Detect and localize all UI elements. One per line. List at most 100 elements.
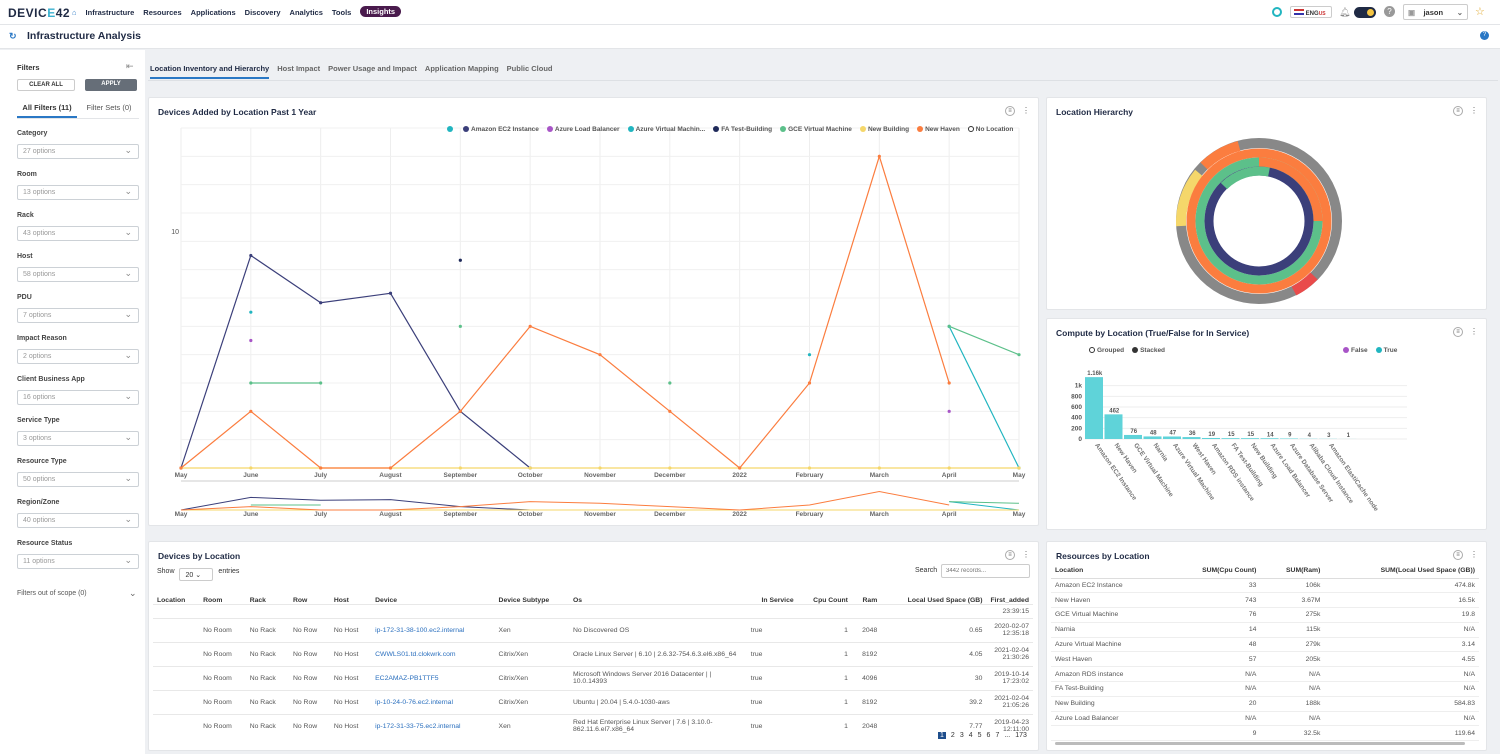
sunburst-segment[interactable] — [1258, 157, 1323, 222]
data-point[interactable] — [807, 353, 812, 357]
legend-item[interactable]: New Haven — [917, 126, 960, 133]
column-header[interactable]: Device Subtype — [498, 596, 550, 604]
legend-item[interactable]: Azure Load Balancer — [546, 126, 620, 133]
bar[interactable] — [1124, 434, 1142, 439]
horizontal-scrollbar[interactable] — [1055, 742, 1465, 745]
data-point[interactable] — [319, 466, 323, 470]
series-line[interactable] — [180, 254, 531, 469]
column-header[interactable]: Ram — [862, 596, 878, 604]
page-link[interactable]: 2 — [950, 732, 955, 739]
apply-button[interactable]: APPLY — [85, 79, 137, 91]
filter-select[interactable]: 7 options — [17, 308, 139, 323]
nav-discovery[interactable]: Discovery — [244, 8, 281, 17]
device-link[interactable]: EC2AMAZ-PB1TTF5 — [371, 665, 495, 690]
filter-select[interactable]: 50 options — [17, 472, 139, 487]
nav-resources[interactable]: Resources — [143, 8, 182, 17]
table-row[interactable]: No Room No Rack No Row No Host ip-10-24-0-76… — [153, 689, 1033, 714]
device-link[interactable]: CWWLS01.td.clokwrk.com — [371, 641, 495, 666]
column-header[interactable]: Cpu Count — [813, 596, 848, 604]
bar[interactable] — [1260, 438, 1279, 439]
legend-item[interactable]: FA Test-Building — [713, 126, 772, 133]
data-point[interactable] — [1017, 466, 1021, 470]
nav-applications[interactable]: Applications — [190, 8, 236, 17]
tab-power-usage[interactable]: Power Usage and Impact — [328, 64, 417, 73]
series-line[interactable] — [948, 326, 1020, 469]
nav-analytics[interactable]: Analytics — [289, 8, 323, 17]
page-link[interactable]: 173 — [1015, 732, 1027, 739]
data-point[interactable] — [947, 409, 951, 413]
table-row[interactable]: FA Test-Building N/A N/A N/A — [1051, 681, 1479, 697]
data-point[interactable] — [458, 324, 462, 328]
table-row[interactable]: Amazon EC2 Instance 33 106k 474.8k — [1051, 578, 1479, 594]
tab-filter-sets[interactable]: Filter Sets (0) — [86, 103, 132, 112]
device-link[interactable]: ip-10-24-0-76.ec2.internal — [371, 689, 495, 714]
sunburst-segment[interactable] — [1200, 141, 1241, 170]
device-link[interactable]: ip-172-31-38-100.ec2.internal — [371, 617, 495, 642]
bar[interactable] — [1202, 437, 1220, 439]
bar[interactable] — [1182, 437, 1201, 439]
legend-item[interactable]: Amazon EC2 Instance — [463, 126, 539, 133]
data-point[interactable] — [458, 409, 462, 413]
data-point[interactable] — [319, 381, 323, 385]
bar[interactable] — [1241, 438, 1259, 439]
column-header[interactable]: Row — [292, 596, 308, 604]
table-row[interactable]: New Haven 743 3.67M 16.5k — [1051, 592, 1479, 609]
clear-all-button[interactable]: CLEAR ALL — [17, 79, 75, 91]
column-header[interactable]: Room — [203, 596, 223, 604]
filter-select[interactable]: 40 options — [17, 513, 139, 528]
column-header[interactable]: First_added — [990, 596, 1029, 604]
theme-toggle[interactable] — [1354, 7, 1376, 18]
bell-icon[interactable]: 🔔︎ — [1339, 7, 1351, 17]
data-point[interactable] — [388, 466, 393, 470]
nav-infrastructure[interactable]: Infrastructure — [85, 8, 135, 17]
table-row[interactable]: No Room No Rack No Row No Host EC2AMAZ-PB1TT… — [153, 665, 1033, 690]
bar[interactable] — [1221, 438, 1240, 439]
tab-public-cloud[interactable]: Public Cloud — [506, 64, 553, 73]
data-point[interactable] — [249, 338, 253, 343]
data-point[interactable] — [249, 466, 253, 470]
page-link[interactable]: 1 — [938, 732, 946, 739]
data-point[interactable] — [1017, 353, 1021, 357]
page-link[interactable]: 3 — [959, 732, 964, 739]
data-point[interactable] — [458, 466, 462, 470]
legend-item[interactable]: Azure Virtual Machin... — [627, 126, 705, 133]
filter-select[interactable]: 11 options — [17, 554, 139, 569]
data-point[interactable] — [947, 381, 951, 385]
language-selector[interactable]: ENGUS — [1290, 6, 1332, 18]
device-link[interactable] — [371, 603, 495, 618]
data-point[interactable] — [668, 466, 672, 470]
table-row[interactable]: West Haven 57 205k 4.55 — [1051, 651, 1479, 668]
tab-host-impact[interactable]: Host Impact — [277, 64, 321, 73]
device42-logo[interactable]: DEVICE42 — [8, 6, 71, 20]
data-point[interactable] — [249, 381, 253, 385]
column-header[interactable]: Device — [375, 596, 398, 604]
data-point[interactable] — [738, 466, 742, 470]
filter-select[interactable]: 2 options — [17, 349, 139, 364]
filter-icon[interactable]: ≡ — [1005, 106, 1015, 116]
user-menu[interactable]: ▣ jason ⌄ — [1403, 4, 1468, 20]
chevron-down-icon[interactable]: ⌄ — [129, 588, 137, 598]
column-header[interactable]: Os — [572, 596, 583, 604]
data-point[interactable] — [598, 353, 602, 357]
data-point[interactable] — [877, 466, 881, 470]
legend-item[interactable]: New Building — [859, 126, 909, 133]
star-icon[interactable]: ☆ — [1475, 6, 1485, 18]
tab-all-filters[interactable]: All Filters (11) — [17, 98, 77, 118]
series-line[interactable] — [180, 154, 950, 469]
column-header[interactable]: SUM(Cpu Count) — [1166, 564, 1261, 579]
data-point[interactable] — [319, 301, 323, 305]
column-header[interactable]: Location — [1051, 564, 1167, 579]
page-link[interactable]: ... — [1004, 732, 1011, 739]
table-row[interactable]: No Room No Rack No Row No Host ip-172-31-33-… — [153, 713, 1033, 738]
data-point[interactable] — [947, 324, 951, 328]
search-input[interactable] — [941, 564, 1030, 578]
table-row[interactable]: No Room No Rack No Row No Host CWWLS01.td.cl… — [153, 641, 1033, 666]
data-point[interactable] — [668, 409, 672, 413]
data-point[interactable] — [249, 409, 253, 413]
column-header[interactable]: SUM(Ram) — [1260, 564, 1325, 579]
data-point[interactable] — [598, 466, 602, 470]
info-icon[interactable]: ? — [1480, 31, 1489, 40]
data-point[interactable] — [179, 466, 183, 470]
collapse-icon[interactable]: ⇤ — [126, 61, 134, 71]
data-point[interactable] — [388, 291, 393, 295]
